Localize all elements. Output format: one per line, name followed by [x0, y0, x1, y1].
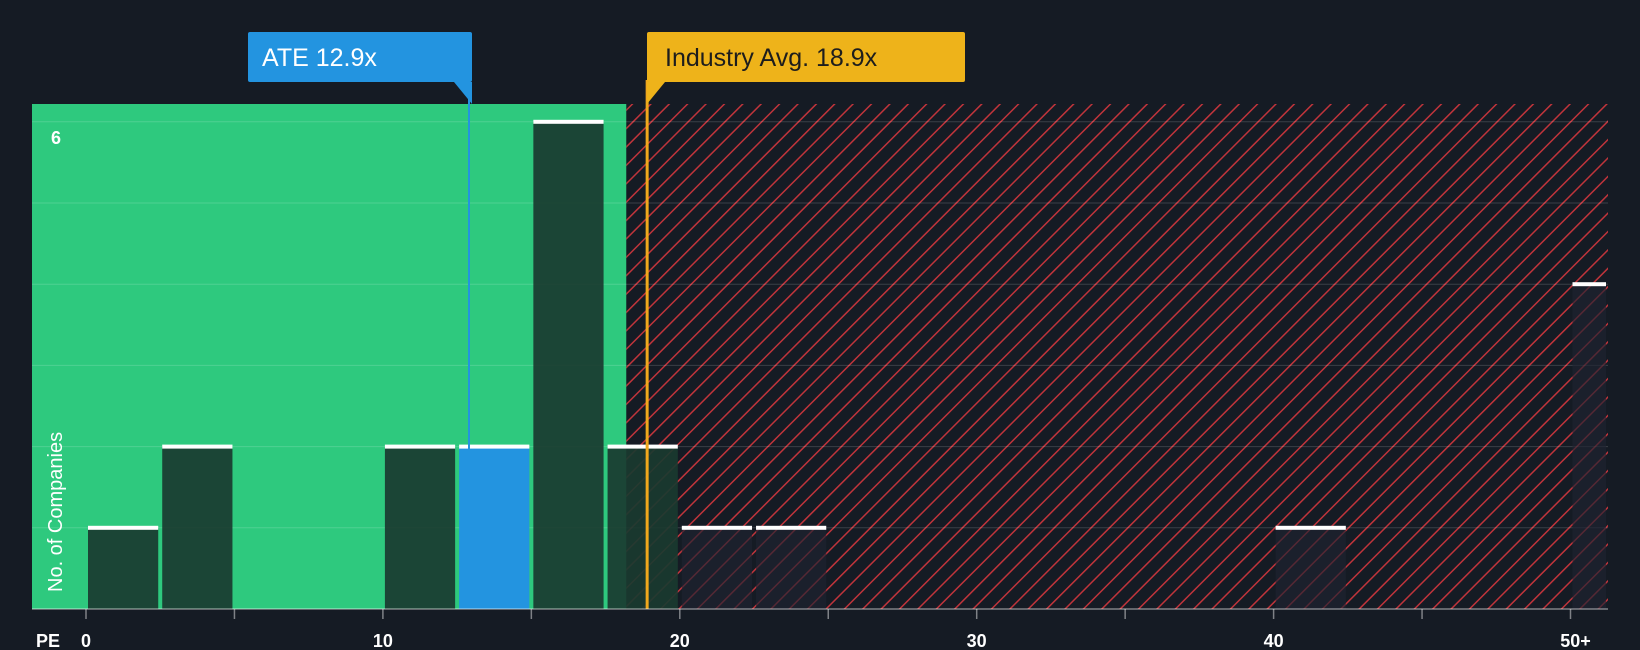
industry-callout-label: Industry Avg. 18.9x — [665, 44, 878, 72]
x-axis-label: PE — [36, 631, 60, 650]
x-tick-label: 50+ — [1560, 631, 1591, 650]
bar-cap — [88, 525, 159, 530]
x-tick-label: 0 — [81, 631, 91, 650]
bar-cap — [1572, 282, 1606, 287]
histogram-bar — [607, 446, 678, 609]
y-axis-label: No. of Companies — [45, 432, 67, 592]
histogram-bar — [681, 527, 753, 609]
company-callout-label: ATE 12.9x — [262, 44, 377, 72]
histogram-bar — [1275, 527, 1346, 609]
bar-cap — [607, 444, 678, 449]
histogram-bar — [88, 527, 159, 609]
x-tick-label: 20 — [670, 631, 690, 650]
industry-callout-pointer — [647, 82, 665, 104]
bar-cap — [533, 119, 604, 124]
bar-cap — [384, 444, 456, 449]
x-tick-label: 40 — [1264, 631, 1284, 650]
overvalued-zone — [626, 104, 1608, 609]
histogram-bar — [1572, 284, 1606, 609]
y-tick-label: 6 — [51, 128, 61, 148]
industry-callout — [647, 32, 965, 82]
company-callout-pointer — [454, 82, 472, 104]
x-tick-label: 10 — [373, 631, 393, 650]
bar-cap — [459, 444, 530, 449]
x-tick-label: 30 — [967, 631, 987, 650]
bar-cap — [756, 525, 827, 530]
histogram-bar — [756, 527, 827, 609]
histogram-bar — [459, 446, 530, 609]
histogram-bar — [533, 121, 604, 610]
bar-cap — [1275, 525, 1346, 530]
histogram-bar — [162, 446, 233, 609]
bar-cap — [681, 525, 753, 530]
bar-cap — [162, 444, 233, 449]
histogram-bar — [384, 446, 456, 609]
company-callout — [248, 32, 472, 82]
